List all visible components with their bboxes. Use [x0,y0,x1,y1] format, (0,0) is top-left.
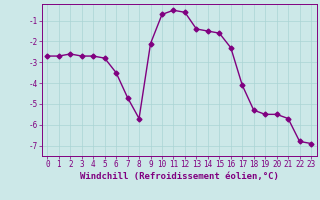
X-axis label: Windchill (Refroidissement éolien,°C): Windchill (Refroidissement éolien,°C) [80,172,279,181]
